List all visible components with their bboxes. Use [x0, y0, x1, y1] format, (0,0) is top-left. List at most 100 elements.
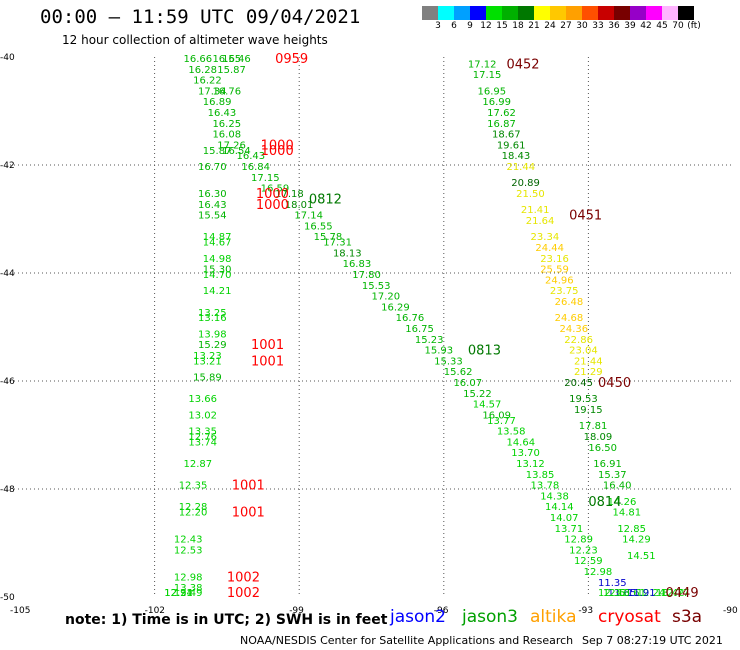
wave-height-value: 13.25 — [198, 308, 227, 319]
wave-height-value: 14.87 — [203, 232, 232, 243]
wave-height-value: 16.50 — [588, 443, 617, 454]
wave-height-value: 13.35 — [188, 427, 217, 438]
pass-time-label: 0813 — [468, 344, 501, 359]
lat-tick-label: -44 — [0, 269, 15, 279]
wave-height-value: 13.42 — [656, 588, 685, 599]
wave-height-value: 14.67 — [203, 238, 232, 249]
wave-height-value: 16.59 — [261, 184, 290, 195]
colorbar-tick-label: 36 — [608, 21, 620, 31]
wave-height-value: 18.01 — [285, 200, 314, 211]
wave-height-value: 15.87 — [217, 65, 246, 76]
wave-height-value: 12.59 — [574, 556, 603, 567]
wave-height-value: 24.96 — [545, 275, 574, 286]
wave-height-value: 14.57 — [473, 400, 502, 411]
colorbar-swatch — [582, 6, 598, 20]
colorbar-tick-label: 6 — [451, 21, 457, 31]
wave-height-value: 15.37 — [598, 470, 627, 481]
satellite-legend-s3a: s3a — [672, 607, 703, 627]
wave-height-value: 22.86 — [564, 335, 593, 346]
wave-height-value: 11.65 — [608, 588, 637, 599]
wave-height-value: 20.45 — [564, 378, 593, 389]
wave-height-value: 19.61 — [497, 140, 526, 151]
wave-height-value: 14.38 — [540, 491, 569, 502]
wave-height-value: 12.28 — [179, 502, 208, 513]
wave-height-value: 16.43 — [208, 108, 237, 119]
lat-tick-label: -40 — [0, 53, 15, 63]
wave-height-value: 13.23 — [193, 351, 222, 362]
colorbar-swatch — [438, 6, 454, 20]
wave-height-value: 12.35 — [179, 481, 208, 492]
wave-height-value: 18.43 — [502, 151, 531, 162]
colorbar-tick-label: 9 — [467, 21, 473, 31]
wave-height-value: 18.67 — [492, 130, 521, 141]
satellite-legend-jason2: jason2 — [390, 607, 446, 627]
wave-height-value: 16.25 — [212, 119, 241, 130]
wave-height-value: 24.68 — [555, 313, 584, 324]
lat-tick-label: -42 — [0, 161, 15, 171]
colorbar-tick-label: 3 — [435, 21, 441, 31]
pass-time-label: 0812 — [309, 192, 342, 207]
wave-height-value: 21.44 — [574, 356, 603, 367]
wave-height-value: 21.44 — [506, 162, 535, 173]
pass-time-label: 0449 — [666, 586, 699, 601]
colorbar-swatch — [422, 6, 438, 20]
wave-height-value: 23.04 — [569, 346, 598, 357]
colorbar-tick-label: 12 — [480, 21, 492, 31]
wave-height-value: 19.53 — [569, 394, 598, 405]
colorbar-swatch — [550, 6, 566, 20]
wave-height-value: 16.30 — [198, 189, 227, 200]
pass-time-label: 1000 — [256, 198, 289, 213]
wave-height-value: 16.28 — [188, 65, 217, 76]
wave-height-value: 16.76 — [396, 313, 425, 324]
wave-height-value: 15.30 — [203, 265, 232, 276]
wave-height-value: 17.20 — [372, 292, 401, 303]
map-title: 00:00 – 11:59 UTC 09/04/2021 — [40, 6, 361, 28]
pass-time-label: 1001 — [251, 338, 284, 353]
lat-tick-label: -50 — [0, 593, 15, 603]
wave-height-value: 15.29 — [198, 340, 227, 351]
wave-height-value: 12.89 — [564, 535, 593, 546]
wave-height-value: 16.55 — [212, 54, 241, 65]
wave-height-value: 11.35 — [598, 578, 627, 589]
pass-time-label: 0450 — [598, 376, 631, 391]
colorbar-swatch — [470, 6, 486, 20]
wave-height-value: 21.50 — [516, 189, 545, 200]
satellite-legend-jason3: jason3 — [462, 607, 518, 627]
wave-height-value: 25.59 — [540, 265, 569, 276]
wave-height-value: 16.87 — [487, 119, 516, 130]
lon-tick-label: -99 — [289, 606, 304, 616]
wave-height-value: 15.22 — [463, 389, 492, 400]
pass-time-label: 1001 — [232, 479, 265, 494]
colorbar-swatch — [614, 6, 630, 20]
pass-time-label: 0452 — [506, 57, 539, 72]
pass-time-label: 1000 — [261, 144, 294, 159]
wave-height-value: 13.98 — [198, 329, 227, 340]
lat-tick-label: -48 — [0, 485, 15, 495]
wave-height-value: 13.38 — [174, 583, 203, 594]
wave-height-value: 16.83 — [343, 259, 372, 270]
colorbar-swatch — [630, 6, 646, 20]
colorbar-tick-label: 15 — [496, 21, 508, 31]
colorbar-tick-label: (ft) — [687, 21, 701, 31]
wave-height-value: 12.98 — [584, 567, 613, 578]
wave-height-value: 13.85 — [526, 470, 555, 481]
wave-height-value: 24.36 — [559, 324, 588, 335]
wave-height-value: 16.75 — [405, 324, 434, 335]
wave-height-value: 16.08 — [212, 130, 241, 141]
pass-time-label: 1002 — [227, 586, 260, 601]
wave-height-value: 15.93 — [425, 346, 454, 357]
wave-height-value: 17.18 — [275, 189, 304, 200]
lon-tick-label: -96 — [434, 606, 449, 616]
colorbar-swatch — [566, 6, 582, 20]
wave-height-value: 15.89 — [193, 373, 222, 384]
colorbar-tick-label: 24 — [544, 21, 556, 31]
wave-height-value: 12.24 — [637, 588, 666, 599]
wave-height-value: 14.26 — [608, 497, 637, 508]
wave-height-value: 11.91 — [627, 588, 656, 599]
colorbar-swatch — [502, 6, 518, 20]
wave-height-value: 14.51 — [627, 551, 656, 562]
wave-height-value: 16.91 — [593, 459, 622, 470]
wave-height-value: 17.15 — [251, 173, 280, 184]
wave-height-value: 12.20 — [179, 508, 208, 519]
